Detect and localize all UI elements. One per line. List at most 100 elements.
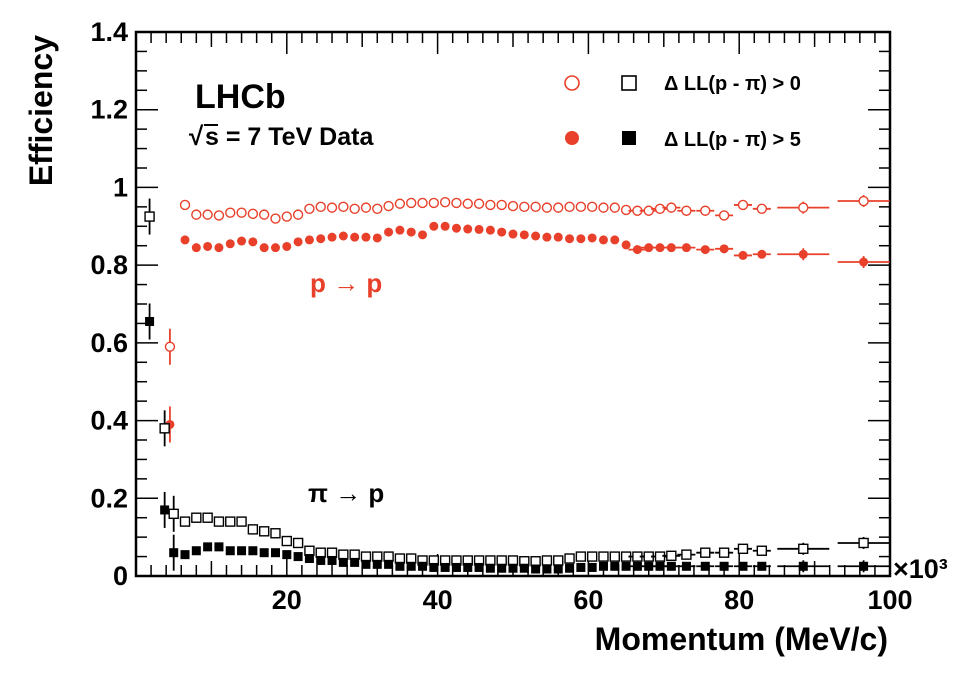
open-circle-point [485,199,496,211]
open-circle-point [858,195,869,207]
filled-square-point [429,562,439,572]
open-square-point [406,553,417,564]
open-circle-point [575,201,587,213]
open-square-point [191,512,202,523]
filled-square-point [406,561,416,571]
legend-open-square [621,75,637,91]
filled-square-point [395,561,405,571]
open-square-point [159,423,170,434]
open-circle-point [326,202,338,213]
filled-square-point [259,548,269,558]
filled-square-point [327,555,337,565]
x-tick-label: 40 [423,585,453,615]
open-circle-point [666,202,677,213]
open-circle-point [564,201,575,213]
filled-circle-point [485,225,495,235]
open-square-point [586,551,598,562]
y-axis-title: Efficiency [23,35,59,186]
open-square-point [564,553,575,564]
filled-circle-point [259,243,269,253]
filled-circle-point [429,221,439,231]
open-square-point [270,528,281,539]
open-square-point [338,549,349,560]
open-square-point [609,551,620,562]
open-square-point [292,537,304,549]
filled-circle-point [553,232,563,242]
filled-square-point [757,561,767,571]
filled-circle-point [859,257,869,267]
pion-to-proton-label: π → p [308,478,384,508]
filled-square-point [485,563,495,573]
open-circle-point [737,199,749,211]
experiment-label: LHCb [195,78,286,116]
filled-square-point [798,561,808,571]
open-square-point [179,516,191,527]
filled-square-point [531,564,541,574]
open-circle-point [292,209,304,220]
proton-to-proton-label: p → p [310,268,382,298]
open-circle-point [681,205,692,216]
open-circle-point [360,202,372,213]
legend-open-circle [564,75,580,91]
filled-circle-point [406,227,416,237]
filled-square-point [655,561,665,571]
open-circle-point [383,200,394,212]
filled-square-point [553,564,563,574]
filled-circle-point [757,249,767,259]
open-square-point [236,516,247,527]
x-tick-label: 80 [724,585,754,615]
open-circle-point [428,197,440,209]
legend-label-0: Δ LL(p - π) > 0 [664,73,801,95]
open-circle-point [553,202,564,213]
filled-square-point [440,562,450,572]
open-square-point [394,553,406,564]
filled-circle-point [700,245,710,255]
filled-circle-point [191,243,201,253]
filled-square-point [666,561,676,571]
open-circle-point [315,201,326,213]
filled-square-point [270,548,280,558]
y-tick-label: 0.6 [90,328,128,358]
open-square-point [247,524,259,535]
legend: Δ LL(p - π) > 0 Δ LL(p - π) > 5 [564,73,801,151]
filled-square-point [587,562,597,572]
filled-square-point [738,561,748,571]
open-circle-point [451,197,462,209]
open-square-point [281,535,292,547]
filled-circle-point [519,230,529,240]
filled-circle-point [418,230,428,240]
filled-circle-point [225,239,235,249]
open-circle-point [439,196,451,208]
filled-circle-point [440,221,450,231]
open-square-point [553,555,564,566]
filled-circle-point [576,234,586,244]
filled-circle-point [372,233,382,243]
filled-circle-point [304,235,314,245]
open-square-point [858,537,869,549]
x-axis-multiplier: ×10³ [893,554,948,584]
filled-square-point [598,561,608,571]
filled-circle-point [508,229,518,239]
open-square-point [360,551,372,562]
filled-square-point [508,563,518,573]
open-square-point [258,526,270,537]
open-circle-point [541,202,553,213]
open-circle-point [202,209,213,220]
filled-square-point [225,546,235,556]
x-tick-label: 100 [867,585,912,615]
open-circle-point [586,201,598,213]
open-circle-point [191,209,202,220]
filled-square-point [316,555,326,565]
open-circle-point [598,202,609,213]
filled-circle-point [565,234,575,244]
filled-square-point [293,552,303,562]
x-axis-title: Momentum (MeV/c) [595,621,888,657]
filled-circle-point [316,234,326,244]
filled-circle-point [395,225,405,235]
filled-square-point [565,563,575,573]
filled-square-point [474,562,484,572]
filled-circle-point [463,224,473,234]
open-circle-point [247,208,259,220]
open-square-point [326,547,338,558]
